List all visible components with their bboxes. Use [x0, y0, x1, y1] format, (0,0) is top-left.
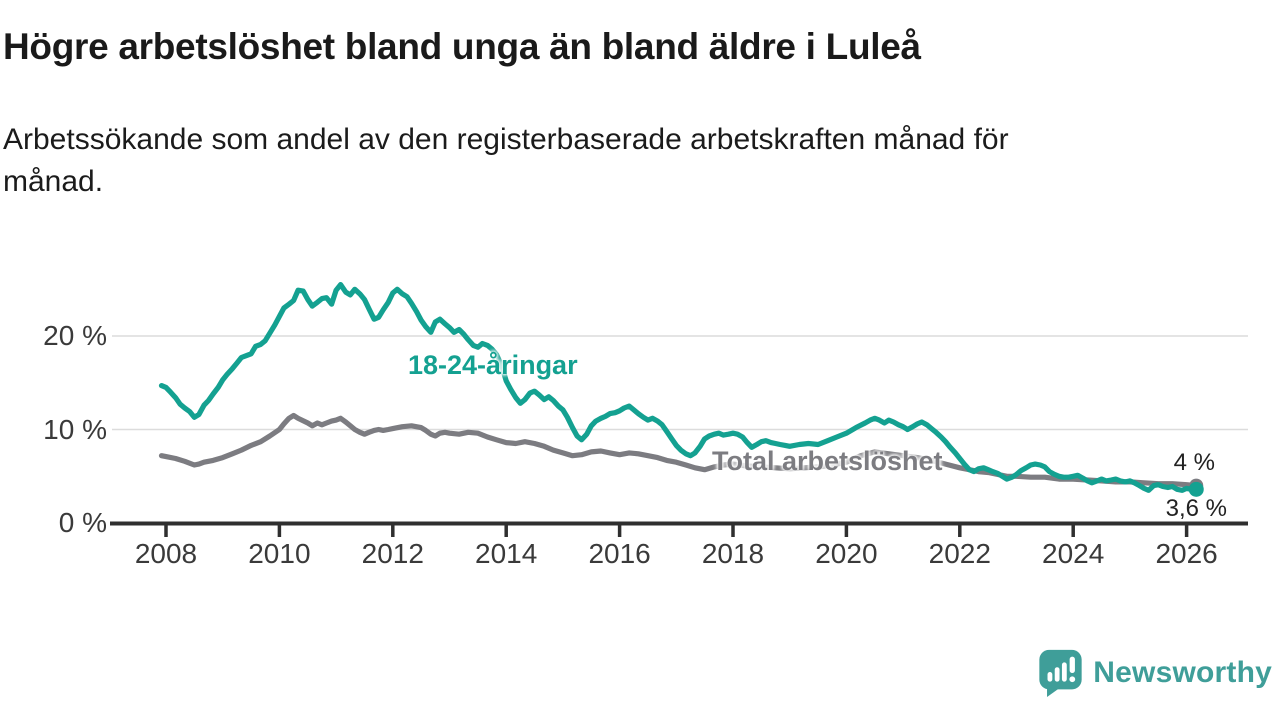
chart-subtitle-line-2: månad. [3, 165, 104, 198]
y-tick-label: 20 % [43, 320, 107, 351]
brand-footer: Newsworthy [1037, 648, 1272, 698]
series-label-total: Total arbetslöshet [712, 446, 943, 476]
series-line-young [158, 282, 1199, 493]
page-title: Högre arbetslöshet bland unga än bland ä… [3, 26, 921, 67]
x-tick-label: 2024 [1042, 538, 1105, 569]
x-tick-label: 2018 [701, 538, 765, 569]
series-line-total [158, 412, 1199, 489]
end-dot-young [1188, 481, 1204, 497]
x-tick-label: 2020 [815, 538, 878, 569]
x-tick-label: 2016 [588, 538, 651, 569]
x-tick-label: 2008 [134, 538, 198, 569]
y-tick-label: 10 % [43, 413, 107, 445]
newsworthy-logo-icon [1039, 649, 1082, 698]
y-tick-label: 0 % [58, 507, 107, 538]
chart-subtitle-line-1: Arbetssökande som andel av den registerb… [3, 123, 1009, 156]
x-tick-label: 2012 [361, 538, 424, 569]
series-label-young: 18-24-åringar [408, 350, 578, 380]
chart-subtitle: Arbetssökande som andel av den registerb… [3, 119, 1203, 203]
x-tick-label: 2014 [475, 538, 538, 569]
x-tick-label: 2022 [928, 538, 991, 569]
end-value-label-total: 4 % [1173, 449, 1215, 476]
x-tick-label: 2010 [248, 538, 311, 569]
brand-name: Newsworthy [1093, 656, 1272, 689]
x-tick-label: 2026 [1155, 538, 1218, 569]
end-value-label-young: 3,6 % [1165, 495, 1227, 522]
